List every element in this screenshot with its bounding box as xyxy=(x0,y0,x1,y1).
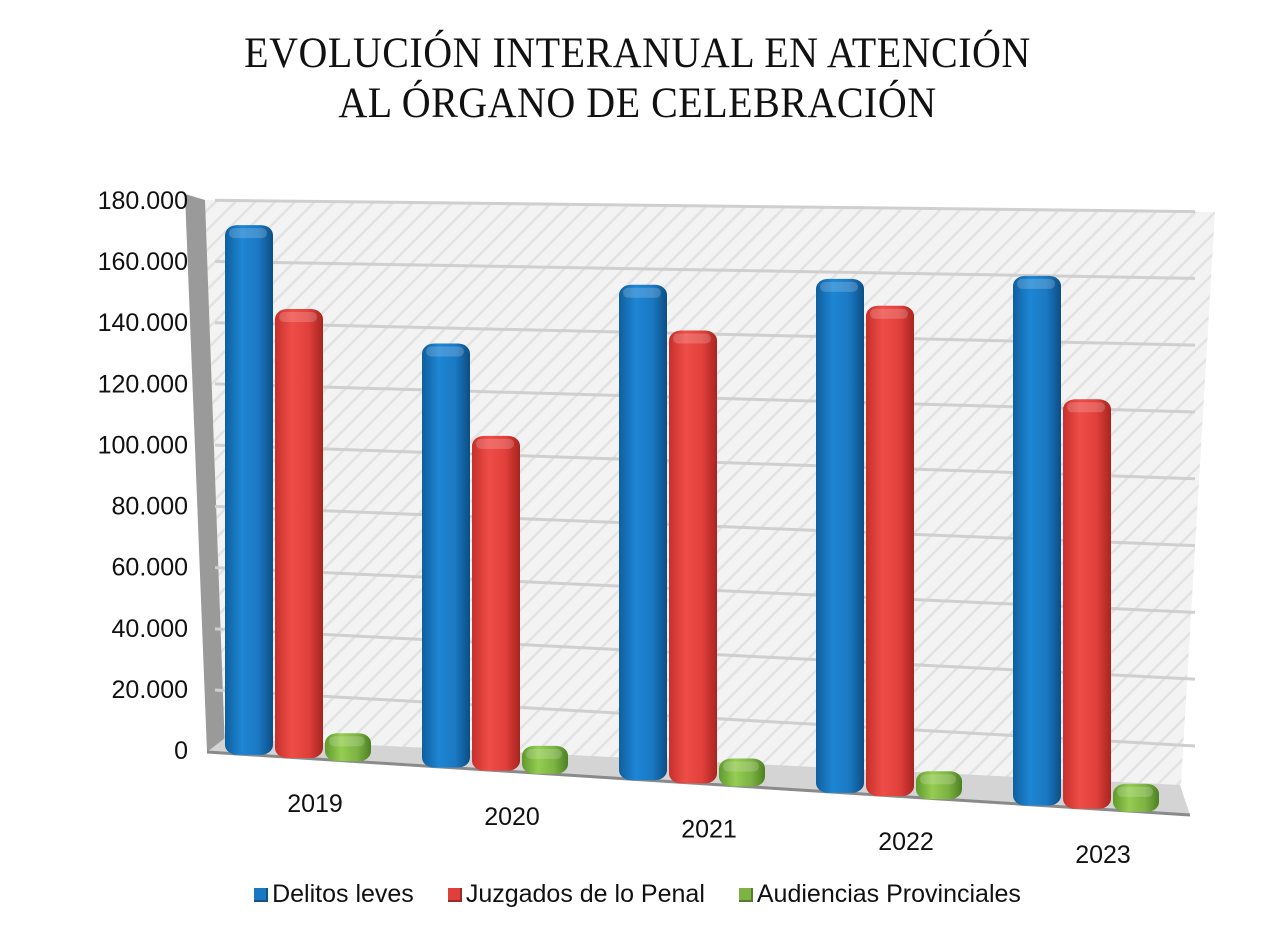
bar-juzgados-de-lo-penal-2022 xyxy=(866,305,914,797)
bar-highlight xyxy=(920,774,956,785)
legend-swatch-green xyxy=(738,887,753,902)
y-tick-label: 180.000 xyxy=(98,187,188,215)
bar-highlight xyxy=(476,438,514,449)
legend-swatch-blue xyxy=(254,887,269,902)
y-tick-label: 40.000 xyxy=(112,615,188,643)
legend: Delitos leves Juzgados de lo Penal Audie… xyxy=(0,880,1275,909)
bar-highlight xyxy=(870,308,908,319)
bar-delitos-leves-2022 xyxy=(816,278,864,793)
bar-juzgados-de-lo-penal-2023 xyxy=(1063,399,1111,809)
y-tick-label: 60.000 xyxy=(112,554,188,582)
chart-title-line-1: EVOLUCIÓN INTERANUAL EN ATENCIÓN xyxy=(244,28,1031,77)
bar-highlight xyxy=(229,228,267,239)
bar-highlight xyxy=(426,346,464,357)
bar-highlight xyxy=(1117,786,1153,797)
y-tick-label: 100.000 xyxy=(98,431,188,459)
bar-highlight xyxy=(1067,402,1105,413)
bar-juzgados-de-lo-penal-2019 xyxy=(275,309,323,759)
bar-delitos-leves-2020 xyxy=(422,343,470,768)
bar-audiencias-provinciales-2020 xyxy=(522,745,568,774)
x-tick-label-2021: 2021 xyxy=(681,815,737,843)
y-tick-label: 80.000 xyxy=(112,493,188,521)
legend-item-juzgados-penal: Juzgados de lo Penal xyxy=(447,880,705,909)
bar-audiencias-provinciales-2022 xyxy=(916,771,962,800)
y-tick-label: 120.000 xyxy=(98,370,188,398)
bar-highlight xyxy=(623,287,661,298)
x-axis-ticks: 2019 2020 2021 2022 2023 xyxy=(287,790,1131,869)
bar-audiencias-provinciales-2023 xyxy=(1113,783,1159,812)
bars xyxy=(225,225,1159,812)
bar-highlight xyxy=(820,281,858,292)
gridline xyxy=(214,198,1196,214)
bar-juzgados-de-lo-penal-2021 xyxy=(669,330,717,784)
chart-title: EVOLUCIÓN INTERANUAL EN ATENCIÓN AL ÓRGA… xyxy=(0,28,1275,128)
bar-audiencias-provinciales-2019 xyxy=(325,733,371,762)
legend-label: Juzgados de lo Penal xyxy=(465,880,705,908)
chart-title-line-2: AL ÓRGANO DE CELEBRACIÓN xyxy=(338,78,937,127)
side-wall xyxy=(185,194,225,752)
bar-juzgados-de-lo-penal-2020 xyxy=(472,435,520,771)
bar-audiencias-provinciales-2021 xyxy=(719,758,765,787)
bar-highlight xyxy=(673,333,711,344)
y-tick-label: 160.000 xyxy=(98,248,188,276)
bar-highlight xyxy=(279,312,317,323)
gridline xyxy=(214,259,1196,280)
legend-item-audiencias-provinciales: Audiencias Provinciales xyxy=(738,880,1021,909)
y-axis-ticks: 0 20.000 40.000 60.000 80.000 100.000 120.000 1… xyxy=(98,187,188,765)
y-tick-label: 140.000 xyxy=(98,309,188,337)
legend-swatch-red xyxy=(447,887,462,902)
legend-label: Audiencias Provinciales xyxy=(756,880,1021,908)
bar-highlight xyxy=(723,761,759,772)
x-tick-label-2022: 2022 xyxy=(878,828,934,856)
legend-item-delitos-leves: Delitos leves xyxy=(254,880,414,909)
bar-delitos-leves-2019 xyxy=(225,225,273,755)
x-tick-label-2023: 2023 xyxy=(1075,841,1131,869)
y-tick-label: 20.000 xyxy=(112,676,188,704)
x-tick-label-2019: 2019 xyxy=(287,790,343,818)
bar-delitos-leves-2023 xyxy=(1013,275,1061,806)
y-tick-label: 0 xyxy=(174,737,188,765)
bar-highlight xyxy=(526,748,562,759)
bar-highlight xyxy=(329,736,365,747)
bar-highlight xyxy=(1017,278,1055,289)
x-tick-label-2020: 2020 xyxy=(484,803,540,831)
legend-label: Delitos leves xyxy=(272,880,414,908)
bar-delitos-leves-2021 xyxy=(619,284,667,781)
